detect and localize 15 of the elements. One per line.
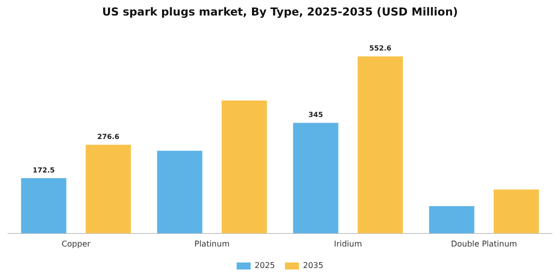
bar — [429, 206, 474, 234]
x-tick-label: Double Platinum — [450, 239, 518, 248]
chart-title: US spark plugs market, By Type, 2025-2035 (USD Million) — [102, 5, 458, 18]
x-tick-label: Platinum — [194, 239, 230, 248]
bar — [494, 190, 539, 234]
bar — [293, 122, 338, 234]
legend-label: 2025 — [254, 261, 275, 270]
bar — [21, 178, 66, 234]
x-tick-label: Iridium — [334, 239, 362, 248]
bar — [157, 150, 202, 234]
x-tick-label: Copper — [62, 239, 92, 248]
legend-label: 2035 — [303, 261, 324, 270]
bar — [222, 100, 267, 234]
bar — [358, 56, 403, 234]
bar — [86, 144, 131, 234]
